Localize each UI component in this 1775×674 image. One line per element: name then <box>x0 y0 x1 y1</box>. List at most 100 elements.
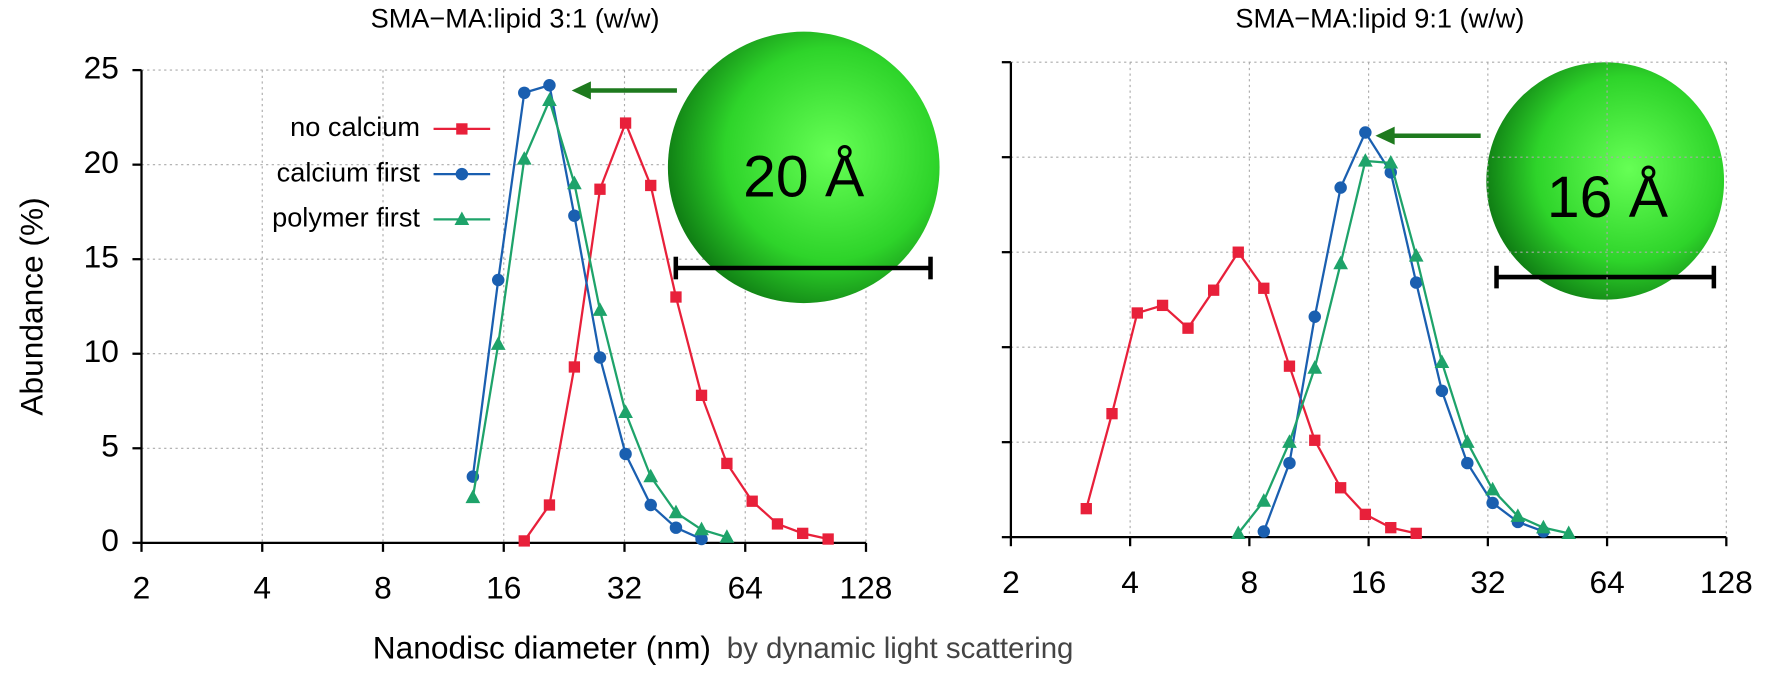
legend-label: polymer first <box>272 202 420 233</box>
point <box>1333 255 1349 270</box>
point <box>568 361 581 373</box>
point <box>619 447 632 461</box>
x-tick-label: 8 <box>374 570 392 606</box>
point <box>1408 248 1424 262</box>
point <box>1357 153 1373 167</box>
point <box>719 529 735 543</box>
x-axis-label: Nanodisc diameter (nm) <box>373 630 711 666</box>
x-tick-label: 8 <box>1241 564 1259 600</box>
y-tick-label: 25 <box>84 49 119 85</box>
point <box>644 498 657 512</box>
x-tick-label: 16 <box>486 570 521 606</box>
y-tick-label: 15 <box>84 239 119 275</box>
x-tick-label: 128 <box>1700 564 1753 600</box>
point <box>721 457 733 470</box>
point <box>592 302 608 316</box>
legend-marker <box>456 123 468 135</box>
x-tick-label: 4 <box>1121 564 1139 600</box>
chart-title: SMA−MA:lipid 3:1 (w/w) <box>371 3 660 34</box>
point <box>1510 508 1526 522</box>
point <box>542 92 557 107</box>
y-axis-label: Abundance (%) <box>13 197 49 415</box>
point <box>1106 408 1118 420</box>
point <box>593 351 607 364</box>
point <box>1230 525 1246 540</box>
point <box>1257 525 1271 538</box>
x-tick-label: 64 <box>728 570 763 606</box>
point <box>1080 503 1092 515</box>
point <box>567 175 582 190</box>
point <box>645 179 657 192</box>
point <box>518 535 530 547</box>
point <box>1383 154 1399 169</box>
x-tick-label: 64 <box>1589 564 1624 600</box>
point <box>669 521 683 534</box>
point <box>643 468 659 483</box>
point <box>1232 246 1244 258</box>
sphere-right <box>1375 62 1725 300</box>
point <box>771 518 784 530</box>
x-tick-label: 32 <box>1470 564 1505 600</box>
series-line <box>471 83 703 541</box>
point <box>1283 456 1296 470</box>
point <box>1359 126 1372 139</box>
point <box>1410 527 1422 540</box>
x-tick-label: 2 <box>133 570 151 606</box>
point <box>1536 519 1551 534</box>
point <box>668 504 684 519</box>
point <box>1359 508 1372 521</box>
point <box>1182 322 1194 334</box>
y-tick-label: 5 <box>101 428 119 464</box>
point <box>543 79 556 92</box>
point <box>543 499 556 511</box>
point <box>1334 482 1347 494</box>
point <box>1307 360 1323 374</box>
point <box>1207 284 1220 296</box>
point <box>1385 522 1397 534</box>
point <box>1334 181 1347 194</box>
y-tick-label: 20 <box>84 144 119 180</box>
x-tick-label: 32 <box>607 570 642 606</box>
point <box>516 151 532 165</box>
point <box>1435 384 1449 398</box>
point <box>1461 456 1474 470</box>
point <box>694 521 709 536</box>
point <box>1459 434 1475 448</box>
sphere-label: 16 Å <box>1547 165 1669 230</box>
legend-label: calcium first <box>277 156 421 187</box>
x-tick-label: 128 <box>840 570 893 606</box>
point <box>568 209 581 222</box>
legend-marker <box>454 211 470 226</box>
point <box>746 495 758 507</box>
y-tick-label: 0 <box>101 522 119 558</box>
point <box>1308 310 1321 323</box>
point <box>1282 434 1297 448</box>
y-tick-label: 10 <box>84 333 119 369</box>
series-line <box>1237 159 1569 535</box>
point <box>1486 496 1499 510</box>
point <box>619 117 632 129</box>
x-tick-label: 16 <box>1351 564 1386 600</box>
series-line <box>1085 250 1417 535</box>
x-tick-label: 2 <box>1002 564 1020 600</box>
point <box>1309 434 1321 446</box>
point <box>1485 481 1500 496</box>
note: by dynamic light scattering <box>727 632 1074 665</box>
point <box>822 533 834 545</box>
legend-label: no calcium <box>290 111 420 142</box>
point <box>797 527 809 540</box>
point <box>1561 525 1577 540</box>
point <box>1283 360 1296 372</box>
point <box>490 336 506 350</box>
point <box>1131 307 1143 319</box>
point <box>695 532 708 546</box>
legend-marker <box>455 167 469 181</box>
point <box>594 183 606 195</box>
point <box>695 389 708 401</box>
x-tick-label: 4 <box>253 570 271 606</box>
point <box>1256 493 1272 507</box>
chart-title: SMA−MA:lipid 9:1 (w/w) <box>1235 3 1524 34</box>
point <box>618 404 633 419</box>
point <box>518 86 531 100</box>
